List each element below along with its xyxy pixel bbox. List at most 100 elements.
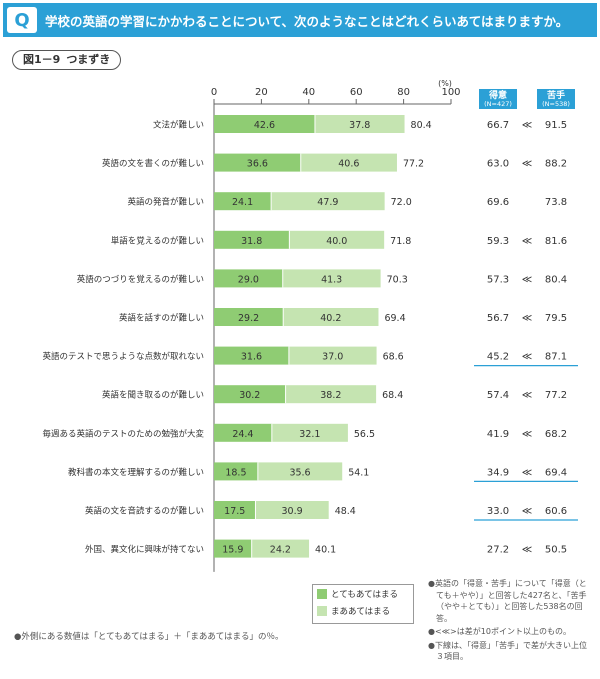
total-label: 68.4 xyxy=(382,390,403,401)
question-header: Q 学校の英語の学習にかかわることについて、次のようなことはどれくらいあてはまり… xyxy=(3,3,597,37)
legend-swatch-somewhat xyxy=(317,605,327,616)
good-value: 59.3 xyxy=(487,236,509,247)
bar-somewhat xyxy=(257,462,343,481)
good-value: 34.9 xyxy=(487,467,509,478)
note-underline: ●下線は、「得意」「苦手」で差が大きい上位３項目。 xyxy=(428,640,587,662)
good-value: 41.9 xyxy=(487,429,509,440)
bar-somewhat xyxy=(271,423,348,442)
good-value: 57.4 xyxy=(487,390,509,401)
value-label-very: 30.2 xyxy=(239,390,260,401)
total-label: 40.1 xyxy=(315,545,336,556)
value-label-very: 17.5 xyxy=(224,506,245,517)
bar-somewhat xyxy=(314,115,405,133)
value-label-somewhat: 32.1 xyxy=(299,429,320,440)
bad-value: 80.4 xyxy=(545,274,567,285)
total-label: 70.3 xyxy=(387,274,408,285)
legend-label-somewhat: まああてはまる xyxy=(331,606,391,617)
bar-somewhat xyxy=(282,269,381,288)
figure-title: 図1－9 つまずき xyxy=(12,50,122,70)
diff-symbol: ≪ xyxy=(522,159,532,170)
bad-value: 88.2 xyxy=(545,159,567,170)
value-label-somewhat: 37.8 xyxy=(349,120,370,131)
value-label-somewhat: 40.0 xyxy=(326,236,347,247)
x-tick-label: 60 xyxy=(350,87,363,98)
bar-somewhat xyxy=(283,308,379,326)
x-tick-label: 0 xyxy=(211,87,217,98)
bad-value: 81.6 xyxy=(545,236,567,247)
bar-somewhat xyxy=(271,192,385,211)
x-tick-label: 40 xyxy=(302,87,315,98)
value-label-somewhat: 47.9 xyxy=(317,197,338,208)
bad-value: 69.4 xyxy=(545,467,567,478)
legend-swatch-very xyxy=(317,588,327,599)
category-label: 毎週ある英語のテストのための勉強が大変 xyxy=(42,428,204,439)
diff-symbol: ≪ xyxy=(522,429,532,440)
figure-number: 図1－9 xyxy=(23,53,61,66)
diff-symbol: ≪ xyxy=(522,274,532,285)
good-value: 57.3 xyxy=(487,274,509,285)
value-label-very: 36.6 xyxy=(247,159,268,170)
bar-somewhat xyxy=(255,501,329,519)
question-text: 学校の英語の学習にかかわることについて、次のようなことはどれくらいあてはまります… xyxy=(45,13,569,29)
good-value: 66.7 xyxy=(487,120,509,131)
value-label-very: 31.6 xyxy=(241,352,262,363)
category-label: 外国、異文化に興味が持てない xyxy=(85,544,204,555)
bar-very xyxy=(214,346,289,365)
bad-value: 60.6 xyxy=(545,506,567,517)
good-value: 56.7 xyxy=(487,313,509,324)
bad-header-n: (N=538) xyxy=(542,100,570,108)
total-label: 80.4 xyxy=(411,120,432,131)
value-label-somewhat: 35.6 xyxy=(289,467,310,478)
value-label-very: 18.5 xyxy=(225,467,246,478)
category-label: 英語のテストで思うような点数が取れない xyxy=(42,351,204,362)
bad-value: 73.8 xyxy=(545,197,567,208)
bar-somewhat xyxy=(288,346,377,365)
good-header-box xyxy=(479,89,517,109)
total-label: 48.4 xyxy=(335,506,356,517)
total-label: 77.2 xyxy=(403,159,424,170)
good-header-label: 得意 xyxy=(488,89,507,101)
diff-symbol: ≪ xyxy=(522,236,532,247)
diff-symbol: ≪ xyxy=(522,352,532,363)
total-label: 71.8 xyxy=(390,236,411,247)
diff-symbol: ≪ xyxy=(522,545,532,556)
total-label: 54.1 xyxy=(348,467,369,478)
bar-somewhat xyxy=(300,153,397,172)
diff-symbol: ≪ xyxy=(522,390,532,401)
total-label: 56.5 xyxy=(354,429,375,440)
value-label-somewhat: 40.6 xyxy=(338,159,359,170)
category-label: 英語のつづりを覚えるのが難しい xyxy=(77,274,204,285)
bar-very xyxy=(214,308,284,326)
category-label: 英語を聞き取るのが難しい xyxy=(102,390,204,401)
bar-somewhat xyxy=(285,385,377,404)
value-label-somewhat: 24.2 xyxy=(270,545,291,556)
value-label-very: 15.9 xyxy=(222,545,243,556)
category-label: 英語の文を音読するのが難しい xyxy=(85,506,204,517)
value-label-very: 42.6 xyxy=(254,120,275,131)
value-label-somewhat: 30.9 xyxy=(282,506,303,517)
good-value: 27.2 xyxy=(487,545,509,556)
bar-very xyxy=(214,462,258,481)
x-tick-label: 100 xyxy=(441,87,460,98)
value-label-very: 24.4 xyxy=(232,429,253,440)
bar-very xyxy=(214,269,283,288)
x-tick-label: 80 xyxy=(397,87,410,98)
value-label-very: 29.2 xyxy=(238,313,259,324)
bad-value: 50.5 xyxy=(545,545,567,556)
diff-symbol: ≪ xyxy=(522,120,532,131)
good-value: 33.0 xyxy=(487,506,509,517)
note-symbol: ●<≪>は差が10ポイント以上のもの。 xyxy=(428,627,571,636)
question-badge: Q xyxy=(7,7,37,33)
bar-very xyxy=(214,423,272,442)
category-label: 文法が難しい xyxy=(153,120,204,131)
value-label-somewhat: 37.0 xyxy=(322,352,343,363)
total-label: 72.0 xyxy=(391,197,412,208)
value-label-somewhat: 38.2 xyxy=(320,390,341,401)
category-label: 単語を覚えるのが難しい xyxy=(111,235,204,246)
bar-very xyxy=(214,192,272,211)
x-tick-label: 20 xyxy=(255,87,268,98)
category-label: 英語の文を書くのが難しい xyxy=(102,158,204,169)
category-label: 英語の発音が難しい xyxy=(127,197,204,208)
good-header-n: (N=427) xyxy=(484,100,512,108)
